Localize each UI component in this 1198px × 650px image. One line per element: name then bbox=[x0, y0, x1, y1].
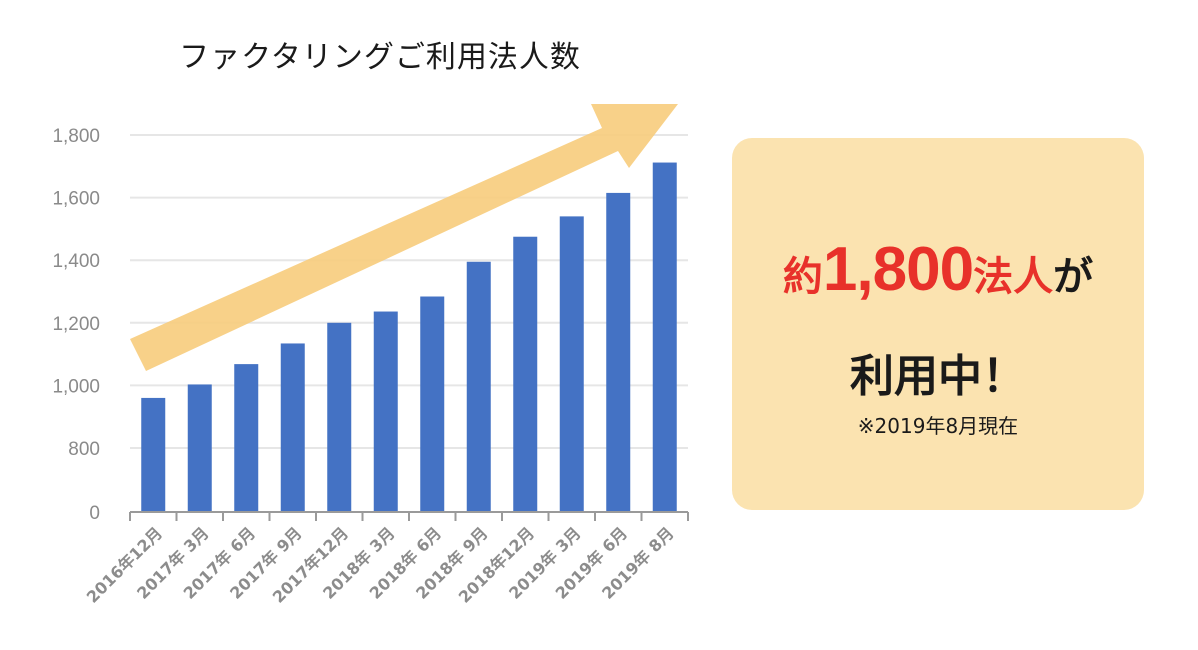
callout-note: ※2019年8月現在 bbox=[857, 414, 1019, 438]
y-tick-label: 1,400 bbox=[52, 251, 100, 272]
bars bbox=[141, 162, 677, 512]
bar bbox=[373, 311, 398, 512]
callout-headline: 約1,800法人が bbox=[732, 234, 1144, 305]
y-tick-label: 800 bbox=[68, 439, 100, 460]
x-axis bbox=[129, 511, 689, 521]
bar bbox=[234, 364, 259, 512]
bar-chart: 0 800 1,000 1,200 1,400 1,600 1,800 2016年12月20… bbox=[52, 104, 689, 607]
y-tick-label: 1,600 bbox=[52, 189, 100, 210]
callout-number: 1,800 bbox=[822, 235, 974, 304]
gridlines bbox=[130, 134, 688, 449]
bar bbox=[513, 236, 538, 512]
callout-unit: 法人 bbox=[973, 254, 1054, 300]
growth-arrow-icon bbox=[130, 104, 678, 371]
bar bbox=[559, 216, 584, 512]
callout-box: 約1,800法人が 利用中！ ※2019年8月現在 bbox=[732, 138, 1144, 510]
bar bbox=[420, 296, 445, 512]
y-tick-label: 1,200 bbox=[52, 314, 100, 335]
bar bbox=[327, 322, 352, 512]
callout-line2: 利用中！ bbox=[850, 351, 1026, 402]
chart-title: ファクタリングご利用法人数 bbox=[179, 40, 581, 75]
bar bbox=[466, 261, 491, 512]
callout-particle: が bbox=[1053, 254, 1094, 300]
y-tick-label: 1,000 bbox=[52, 376, 100, 397]
y-axis-labels: 0 800 1,000 1,200 1,400 1,600 1,800 bbox=[52, 126, 100, 524]
y-tick-label: 1,800 bbox=[52, 126, 100, 147]
bar bbox=[187, 384, 212, 512]
bar bbox=[280, 343, 305, 512]
bar bbox=[652, 162, 677, 512]
bar bbox=[606, 192, 631, 512]
callout-prefix: 約 bbox=[782, 254, 823, 300]
bar bbox=[141, 397, 166, 512]
y-tick-label: 0 bbox=[89, 503, 100, 524]
